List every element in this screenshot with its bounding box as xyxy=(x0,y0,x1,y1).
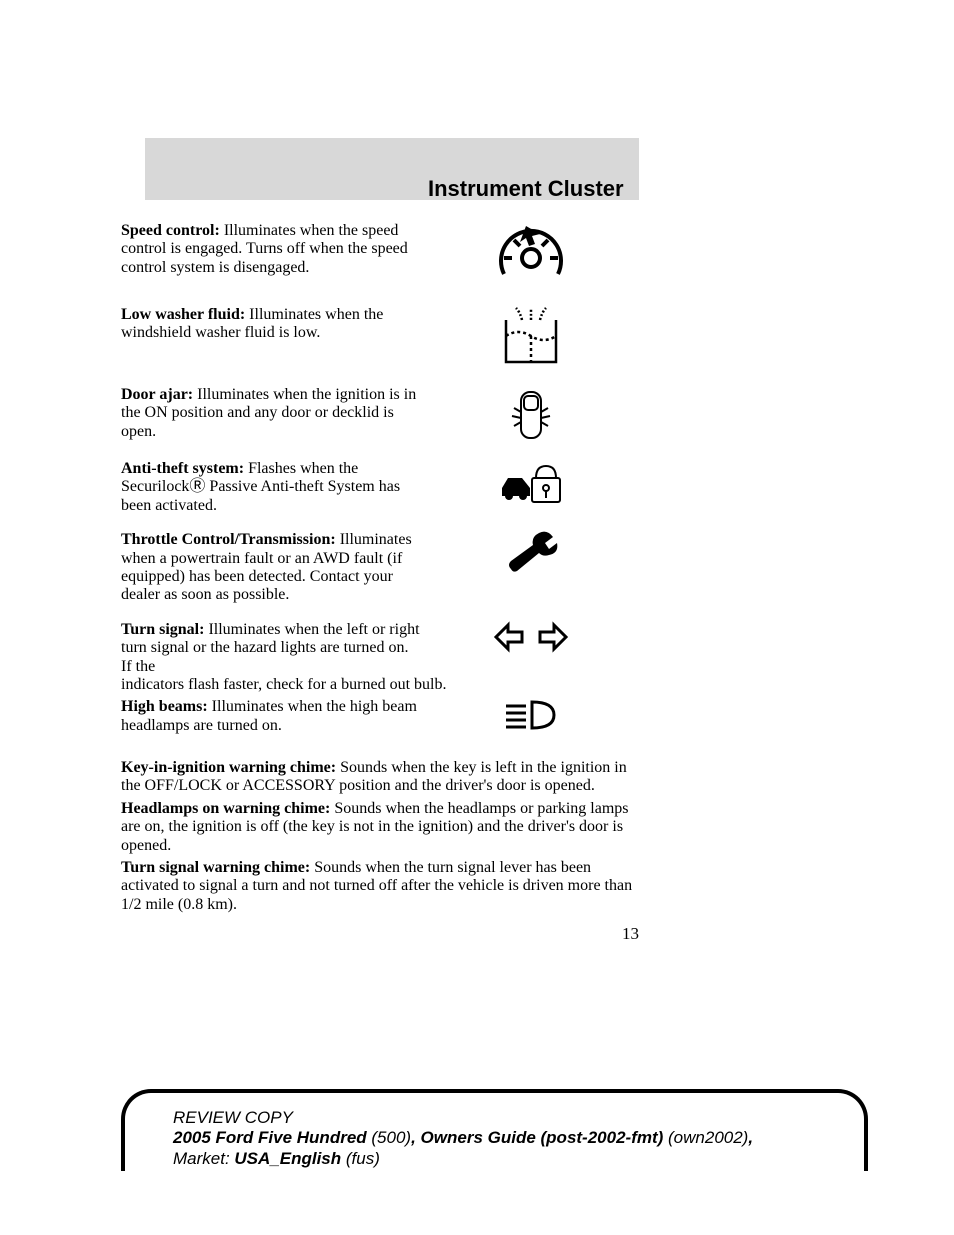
page-number: 13 xyxy=(622,924,639,944)
speed-control-icon xyxy=(423,222,638,290)
entry-label: Low washer fluid: xyxy=(121,306,245,323)
entry-high-beams: High beams: Illuminates when the high be… xyxy=(121,698,641,735)
footer-l2-b2: , Owners Guide (post-2002-fmt) xyxy=(411,1128,663,1147)
entry-label: Throttle Control/Transmission: xyxy=(121,531,336,548)
entry-text: Door ajar: Illuminates when the ignition… xyxy=(121,386,423,441)
entry-headlamps-chime: Headlamps on warning chime: Sounds when … xyxy=(121,800,641,855)
door-ajar-icon xyxy=(423,386,638,444)
entry-text: Turn signal warning chime: Sounds when t… xyxy=(121,859,641,914)
entry-text: Anti-theft system: Flashes when the Secu… xyxy=(121,460,423,515)
high-beam-icon xyxy=(423,698,638,732)
footer-line3: Market: USA_English (fus) xyxy=(173,1149,864,1169)
entry-throttle: Throttle Control/Transmission: Illuminat… xyxy=(121,531,641,605)
entry-text: Headlamps on warning chime: Sounds when … xyxy=(121,800,641,855)
entry-label: Door ajar: xyxy=(121,386,193,403)
entry-label: Headlamps on warning chime: xyxy=(121,800,330,817)
entry-label: Speed control: xyxy=(121,222,220,239)
entry-label: Turn signal: xyxy=(121,621,204,638)
footer-l3-pre: Market: xyxy=(173,1149,234,1168)
entry-body-part2: indicators flash faster, check for a bur… xyxy=(121,676,641,694)
wrench-icon xyxy=(423,531,638,575)
entry-label: Anti-theft system: xyxy=(121,460,244,477)
washer-fluid-icon xyxy=(423,306,638,366)
entry-text: Throttle Control/Transmission: Illuminat… xyxy=(121,531,423,605)
entry-label: Key-in-ignition warning chime: xyxy=(121,759,336,776)
entry-text: Key-in-ignition warning chime: Sounds wh… xyxy=(121,759,641,796)
entry-label: Turn signal warning chime: xyxy=(121,859,310,876)
page-header-title: Instrument Cluster xyxy=(428,176,624,202)
turn-signal-icon xyxy=(423,621,638,653)
footer-l2-i1: (500) xyxy=(367,1128,411,1147)
entry-door-ajar: Door ajar: Illuminates when the ignition… xyxy=(121,386,641,444)
entry-text: High beams: Illuminates when the high be… xyxy=(121,698,423,735)
footer-l3-b: USA_English xyxy=(234,1149,341,1168)
entry-anti-theft: Anti-theft system: Flashes when the Secu… xyxy=(121,460,641,515)
footer-box: REVIEW COPY 2005 Ford Five Hundred (500)… xyxy=(121,1089,868,1171)
entry-washer-fluid: Low washer fluid: Illuminates when the w… xyxy=(121,306,641,366)
entry-text: Low washer fluid: Illuminates when the w… xyxy=(121,306,423,343)
entry-label: High beams: xyxy=(121,698,208,715)
footer-line2: 2005 Ford Five Hundred (500), Owners Gui… xyxy=(173,1128,864,1148)
entry-text: Turn signal: Illuminates when the left o… xyxy=(121,621,423,676)
entry-key-chime: Key-in-ignition warning chime: Sounds wh… xyxy=(121,759,641,796)
entry-turn-signal: Turn signal: Illuminates when the left o… xyxy=(121,621,641,695)
footer-l2-b3: , xyxy=(748,1128,753,1147)
entry-speed-control: Speed control: Illuminates when the spee… xyxy=(121,222,641,290)
anti-theft-icon xyxy=(423,460,638,506)
entry-text: Speed control: Illuminates when the spee… xyxy=(121,222,423,277)
footer-l2-i2: (own2002) xyxy=(663,1128,748,1147)
footer-l2-b1: 2005 Ford Five Hundred xyxy=(173,1128,367,1147)
entry-turn-chime: Turn signal warning chime: Sounds when t… xyxy=(121,859,641,914)
footer-l3-i: (fus) xyxy=(341,1149,380,1168)
footer-line1: REVIEW COPY xyxy=(173,1108,864,1128)
content-area: Speed control: Illuminates when the spee… xyxy=(121,222,641,930)
